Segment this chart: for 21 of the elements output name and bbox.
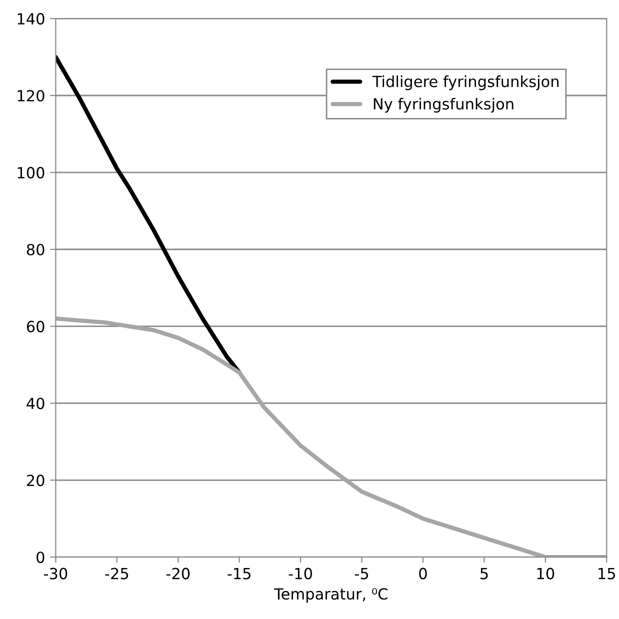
x-tick-label: -10 — [288, 568, 312, 580]
x-tick-label: 10 — [537, 568, 554, 580]
legend-label: Tidligere fyringsfunksjon — [372, 75, 559, 90]
y-tick-label: 80 — [26, 244, 44, 256]
y-tick-label: 120 — [18, 90, 44, 102]
y-tick-label: 140 — [18, 13, 44, 25]
y-tick-label: 20 — [26, 474, 44, 486]
x-tick-label: -5 — [354, 568, 368, 580]
x-tick-label: -25 — [105, 568, 128, 580]
y-tick-label: 100 — [18, 166, 44, 178]
x-tick-label: 0 — [419, 568, 427, 580]
y-tick-label: 40 — [26, 398, 44, 410]
x-tick-label: 5 — [480, 568, 488, 580]
x-tick-label: -30 — [44, 568, 68, 580]
x-tick-label: -20 — [166, 568, 190, 580]
x-axis-title: Temparatur, ⁰C — [274, 588, 388, 603]
y-tick-label: 0 — [36, 552, 44, 564]
y-tick-label: 60 — [26, 320, 44, 332]
legend-label: Ny fyringsfunksjon — [374, 98, 514, 113]
x-tick-label: -15 — [228, 568, 250, 580]
x-tick-label: 15 — [598, 568, 616, 580]
